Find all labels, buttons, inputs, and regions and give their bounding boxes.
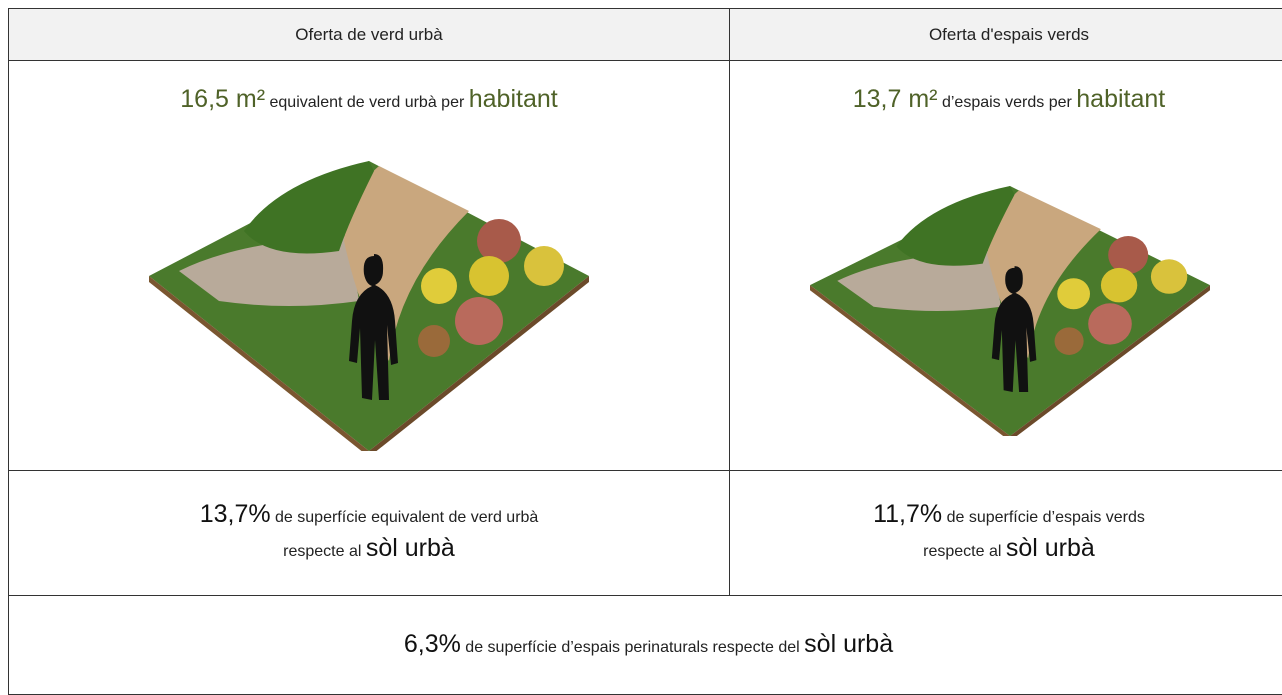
value: 13,7% — [199, 500, 271, 528]
offer-cell: 13,7 m² d’espais verds per habitant — [729, 60, 1282, 471]
footer-cell: 6,3% de superfície d’espais perinaturals… — [8, 595, 1282, 695]
offer-cell: 16,5 m² equivalent de verd urbà per habi… — [8, 60, 730, 471]
text: d’espais verds per — [941, 94, 1072, 111]
text: respecte al — [283, 543, 362, 560]
illustration — [149, 161, 589, 451]
text: de superfície d’espais perinaturals resp… — [465, 639, 800, 656]
emphasis: sòl urbà — [365, 534, 455, 562]
value: 16,5 m² — [180, 85, 266, 113]
headline: 13,7 m² d’espais verds per habitant — [730, 85, 1282, 114]
percent-cell: 13,7% de superfície equivalent de verd u… — [8, 470, 730, 596]
unit: habitant — [1076, 85, 1166, 113]
unit: habitant — [468, 85, 558, 113]
text: equivalent de verd urbà per — [269, 94, 465, 111]
emphasis: sòl urbà — [1005, 534, 1095, 562]
emphasis: sòl urbà — [804, 630, 894, 658]
illustration — [810, 186, 1210, 436]
headline: 16,5 m² equivalent de verd urbà per habi… — [9, 85, 729, 114]
percent-cell: 11,7% de superfície d’espais verds respe… — [729, 470, 1282, 596]
text: de superfície d’espais verds — [946, 509, 1145, 526]
header-cell: Oferta d'espais verds — [729, 8, 1282, 61]
text: de superfície equivalent de verd urbà — [275, 509, 539, 526]
text: respecte al — [923, 543, 1002, 560]
header-cell: Oferta de verd urbà — [8, 8, 730, 61]
value: 11,7% — [873, 500, 943, 528]
value: 6,3% — [403, 630, 461, 658]
value: 13,7 m² — [852, 85, 938, 113]
